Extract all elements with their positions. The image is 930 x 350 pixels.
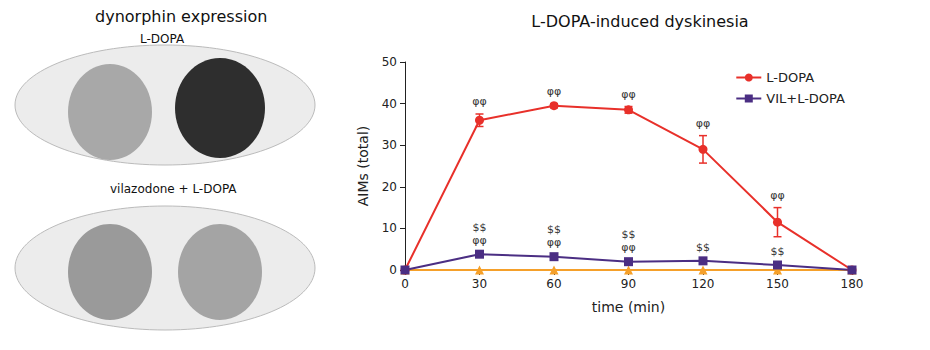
svg-text:30: 30 <box>382 138 397 152</box>
svg-text:L-DOPA: L-DOPA <box>766 70 814 85</box>
svg-text:φφ: φφ <box>472 95 487 108</box>
svg-text:time (min): time (min) <box>592 299 665 315</box>
svg-text:120: 120 <box>692 277 715 291</box>
svg-text:50: 50 <box>382 55 397 69</box>
svg-text:φφ: φφ <box>770 189 785 202</box>
svg-text:30: 30 <box>472 277 487 291</box>
svg-text:φφ: φφ <box>621 88 636 101</box>
svg-text:φφ: φφ <box>547 85 562 98</box>
svg-text:0: 0 <box>401 277 409 291</box>
svg-text:40: 40 <box>382 97 397 111</box>
svg-text:10: 10 <box>382 221 397 235</box>
svg-text:150: 150 <box>766 277 789 291</box>
svg-text:vilazodone + L-DOPA: vilazodone + L-DOPA <box>110 182 237 196</box>
svg-text:$$: $$ <box>473 221 487 234</box>
svg-text:90: 90 <box>621 277 636 291</box>
svg-text:$$: $$ <box>696 241 710 254</box>
svg-text:AIMs (total): AIMs (total) <box>355 126 371 206</box>
svg-text:180: 180 <box>841 277 864 291</box>
svg-text:dynorphin expression: dynorphin expression <box>95 7 267 26</box>
svg-text:20: 20 <box>382 180 397 194</box>
svg-text:$$: $$ <box>547 223 561 236</box>
svg-text:60: 60 <box>546 277 561 291</box>
svg-text:VIL+L-DOPA: VIL+L-DOPA <box>766 91 845 106</box>
svg-text:L-DOPA-induced dyskinesia: L-DOPA-induced dyskinesia <box>531 12 748 31</box>
svg-text:φφ: φφ <box>547 236 562 249</box>
svg-text:φφ: φφ <box>472 234 487 247</box>
svg-text:L-DOPA: L-DOPA <box>140 32 185 46</box>
svg-text:φφ: φφ <box>696 117 711 130</box>
svg-text:φφ: φφ <box>621 241 636 254</box>
svg-text:0: 0 <box>389 263 397 277</box>
svg-text:$$: $$ <box>771 245 785 258</box>
svg-text:$$: $$ <box>622 228 636 241</box>
